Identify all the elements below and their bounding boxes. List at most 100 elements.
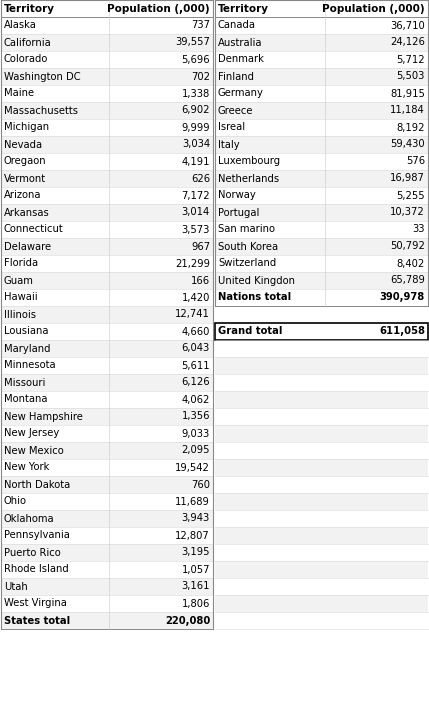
Text: 9,033: 9,033 (182, 429, 210, 438)
Text: South Korea: South Korea (218, 242, 278, 252)
Text: Hawaii: Hawaii (4, 292, 38, 302)
Text: Isreal: Isreal (218, 123, 245, 133)
Text: Alaska: Alaska (4, 21, 37, 31)
Text: Maine: Maine (4, 88, 34, 98)
Text: Illinois: Illinois (4, 309, 36, 319)
Text: 1,356: 1,356 (181, 411, 210, 421)
Text: 967: 967 (191, 242, 210, 252)
Bar (215, 272, 428, 289)
Text: Minnesota: Minnesota (4, 361, 56, 371)
Text: Rhode Island: Rhode Island (4, 565, 69, 575)
Text: 11,689: 11,689 (175, 496, 210, 506)
Bar (215, 476, 428, 493)
Bar (1, 561, 213, 578)
Text: 3,943: 3,943 (182, 513, 210, 523)
Bar (1, 374, 213, 391)
Text: New Mexico: New Mexico (4, 446, 64, 456)
Bar (215, 527, 428, 544)
Bar (215, 612, 428, 629)
Text: 65,789: 65,789 (390, 275, 425, 285)
Text: 4,062: 4,062 (181, 394, 210, 404)
Text: 760: 760 (191, 480, 210, 490)
Bar (1, 255, 213, 272)
Text: 390,978: 390,978 (380, 292, 425, 302)
Text: Australia: Australia (218, 38, 263, 48)
Text: 4,660: 4,660 (181, 327, 210, 337)
Text: 5,712: 5,712 (396, 54, 425, 64)
Text: 8,402: 8,402 (397, 259, 425, 269)
Text: Population (,000): Population (,000) (107, 4, 210, 14)
Bar (1, 306, 213, 323)
Bar (1, 459, 213, 476)
Text: Grand total: Grand total (218, 327, 282, 337)
Text: Germany: Germany (218, 88, 264, 98)
Bar (1, 340, 213, 357)
Text: Switzerland: Switzerland (218, 259, 276, 269)
Bar (215, 323, 428, 340)
Bar (215, 289, 428, 306)
Bar (1, 425, 213, 442)
Text: Finland: Finland (218, 71, 254, 81)
Bar (215, 357, 428, 374)
Bar (1, 272, 213, 289)
Bar (215, 17, 428, 34)
Text: United Kingdon: United Kingdon (218, 275, 295, 285)
Bar (215, 374, 428, 391)
Text: New York: New York (4, 463, 49, 473)
Bar (215, 85, 428, 102)
Text: Missouri: Missouri (4, 377, 45, 387)
Bar (1, 408, 213, 425)
Bar (1, 493, 213, 510)
Bar (215, 442, 428, 459)
Text: Nations total: Nations total (218, 292, 291, 302)
Text: Luxembourg: Luxembourg (218, 156, 280, 167)
Text: 19,542: 19,542 (175, 463, 210, 473)
Text: 3,195: 3,195 (181, 548, 210, 558)
Text: 36,710: 36,710 (390, 21, 425, 31)
Bar (1, 170, 213, 187)
Text: 6,043: 6,043 (182, 344, 210, 354)
Bar (1, 323, 213, 340)
Bar (215, 561, 428, 578)
Bar (215, 68, 428, 85)
Text: 1,806: 1,806 (181, 598, 210, 608)
Bar (1, 544, 213, 561)
Bar (215, 391, 428, 408)
Bar (1, 238, 213, 255)
Text: 3,573: 3,573 (181, 225, 210, 235)
Bar (1, 17, 213, 34)
Bar (215, 425, 428, 442)
Text: Utah: Utah (4, 582, 28, 592)
Bar (215, 255, 428, 272)
Text: 12,807: 12,807 (175, 530, 210, 540)
Bar (215, 340, 428, 357)
Text: 12,741: 12,741 (175, 309, 210, 319)
Text: 50,792: 50,792 (390, 242, 425, 252)
Bar (215, 204, 428, 221)
Bar (215, 34, 428, 51)
Text: 9,999: 9,999 (181, 123, 210, 133)
Bar (1, 289, 213, 306)
Text: Italy: Italy (218, 140, 240, 150)
Bar (1, 153, 213, 170)
Text: San marino: San marino (218, 225, 275, 235)
Text: 737: 737 (191, 21, 210, 31)
Text: Montana: Montana (4, 394, 48, 404)
Bar (215, 493, 428, 510)
Text: 5,503: 5,503 (397, 71, 425, 81)
Bar (215, 578, 428, 595)
Text: Pennsylvania: Pennsylvania (4, 530, 70, 540)
Text: Vermont: Vermont (4, 173, 46, 183)
Text: 1,338: 1,338 (182, 88, 210, 98)
Bar (1, 136, 213, 153)
Text: Territory: Territory (218, 4, 269, 14)
Text: 5,611: 5,611 (181, 361, 210, 371)
Text: 59,430: 59,430 (390, 140, 425, 150)
Bar (215, 221, 428, 238)
Text: Population (,000): Population (,000) (322, 4, 425, 14)
Text: West Virgina: West Virgina (4, 598, 67, 608)
Text: Territory: Territory (4, 4, 55, 14)
Text: 3,014: 3,014 (182, 207, 210, 217)
Bar (215, 459, 428, 476)
Text: Norway: Norway (218, 190, 256, 200)
